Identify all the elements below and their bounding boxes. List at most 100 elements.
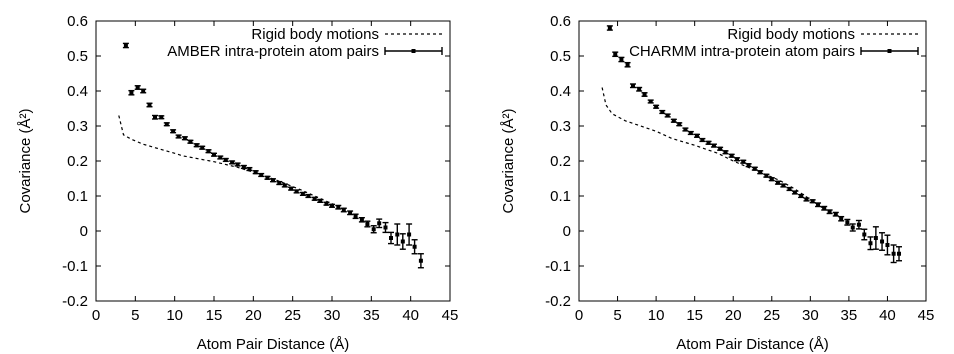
data-point bbox=[412, 244, 417, 249]
data-point bbox=[294, 189, 299, 194]
data-point bbox=[775, 180, 780, 185]
x-tick-label: 45 bbox=[918, 307, 935, 324]
x-tick-label: 15 bbox=[206, 307, 223, 324]
data-point bbox=[164, 122, 169, 127]
data-point bbox=[123, 43, 128, 48]
y-tick-label: -0.1 bbox=[545, 258, 571, 275]
x-tick-label: 30 bbox=[324, 307, 341, 324]
x-tick-label: 0 bbox=[92, 307, 100, 324]
x-tick-label: 10 bbox=[166, 307, 183, 324]
data-point bbox=[648, 99, 653, 104]
data-point bbox=[129, 90, 134, 95]
data-point bbox=[365, 222, 370, 226]
data-point bbox=[694, 133, 699, 138]
data-point bbox=[212, 152, 216, 157]
data-point bbox=[897, 251, 902, 256]
y-tick-label: 0.5 bbox=[550, 48, 571, 65]
x-tick-label: 45 bbox=[442, 307, 459, 324]
y-tick-label: 0.3 bbox=[67, 118, 88, 135]
y-tick-label: -0.2 bbox=[62, 293, 88, 310]
legend-label-points: CHARMM intra-protein atom pairs bbox=[629, 43, 855, 60]
data-point bbox=[300, 191, 305, 196]
y-tick-label: 0.1 bbox=[67, 188, 88, 205]
x-axis-label: Atom Pair Distance (Å) bbox=[676, 336, 829, 353]
data-point bbox=[141, 89, 146, 93]
y-tick-label: 0 bbox=[80, 223, 88, 240]
y-tick-label: 0.6 bbox=[550, 13, 571, 30]
data-point bbox=[289, 186, 294, 191]
x-tick-label: 20 bbox=[245, 307, 262, 324]
data-point bbox=[700, 138, 705, 142]
x-tick-label: 40 bbox=[402, 307, 419, 324]
x-tick-label: 15 bbox=[686, 307, 703, 324]
data-point bbox=[230, 160, 235, 165]
data-point bbox=[395, 232, 400, 237]
data-point bbox=[383, 225, 388, 230]
data-point bbox=[654, 104, 659, 109]
data-point bbox=[359, 217, 364, 222]
data-point bbox=[671, 118, 676, 123]
y-tick-label: 0.2 bbox=[67, 153, 88, 170]
data-point bbox=[200, 145, 205, 150]
data-point bbox=[318, 198, 323, 203]
legend-label-rigid: Rigid body motions bbox=[251, 26, 379, 43]
y-axis-label: Covariance (Å²) bbox=[17, 108, 34, 213]
y-tick-label: 0.4 bbox=[550, 83, 571, 100]
y-tick-label: 0.3 bbox=[550, 118, 571, 135]
data-point bbox=[711, 143, 716, 148]
data-point bbox=[637, 87, 642, 92]
data-point bbox=[159, 115, 164, 120]
data-point bbox=[856, 222, 861, 227]
data-point bbox=[845, 220, 850, 225]
data-point bbox=[816, 202, 821, 207]
data-point bbox=[613, 52, 618, 57]
data-point bbox=[330, 203, 334, 208]
data-point bbox=[723, 150, 728, 155]
data-point bbox=[171, 129, 176, 134]
data-point bbox=[389, 236, 393, 240]
chart-panel-charmm: 0 5 10 15 20 25 30 35 40 45 -0.2 -0.1 0 0.1 0.2 0.3 0.4 0… bbox=[500, 13, 934, 353]
data-point bbox=[677, 122, 682, 127]
data-point bbox=[891, 251, 896, 256]
data-point bbox=[312, 196, 317, 201]
data-point bbox=[850, 225, 855, 230]
data-point bbox=[741, 159, 746, 164]
data-point bbox=[241, 164, 246, 169]
x-tick-label: 35 bbox=[841, 307, 858, 324]
data-point bbox=[371, 227, 376, 232]
data-point bbox=[792, 190, 797, 195]
data-point bbox=[804, 197, 809, 202]
y-axis-label: Covariance (Å²) bbox=[500, 108, 517, 213]
data-point bbox=[781, 183, 786, 188]
x-tick-label: 40 bbox=[879, 307, 896, 324]
data-point bbox=[223, 157, 228, 162]
data-point bbox=[265, 175, 270, 180]
data-point bbox=[630, 83, 635, 88]
y-tick-label: 0.2 bbox=[550, 153, 571, 170]
data-point bbox=[418, 258, 423, 263]
data-point bbox=[407, 232, 412, 237]
y-tick-label: 0.4 bbox=[67, 83, 88, 100]
data-point bbox=[839, 216, 844, 221]
data-point bbox=[706, 140, 711, 145]
data-point bbox=[277, 181, 282, 186]
x-tick-label: 5 bbox=[131, 307, 139, 324]
data-point bbox=[735, 157, 740, 162]
data-point bbox=[873, 236, 878, 240]
data-point bbox=[683, 127, 688, 132]
chart-panel-amber: 0 5 10 15 20 25 30 35 40 45 -0.2 -0.1 0 0.1 0.2 0.3 0.4 0… bbox=[17, 13, 458, 353]
data-point bbox=[758, 170, 763, 175]
data-point bbox=[827, 209, 832, 214]
data-point bbox=[642, 92, 647, 97]
y-tick-label: 0.6 bbox=[67, 13, 88, 30]
data-point bbox=[235, 162, 240, 167]
data-point bbox=[153, 115, 157, 120]
x-tick-label: 0 bbox=[575, 307, 583, 324]
data-point bbox=[400, 239, 405, 244]
legend-swatch-point bbox=[887, 49, 892, 53]
plot-frame bbox=[95, 20, 451, 302]
data-point bbox=[746, 163, 751, 168]
legend-swatch-point bbox=[411, 49, 416, 53]
data-point bbox=[833, 212, 838, 217]
